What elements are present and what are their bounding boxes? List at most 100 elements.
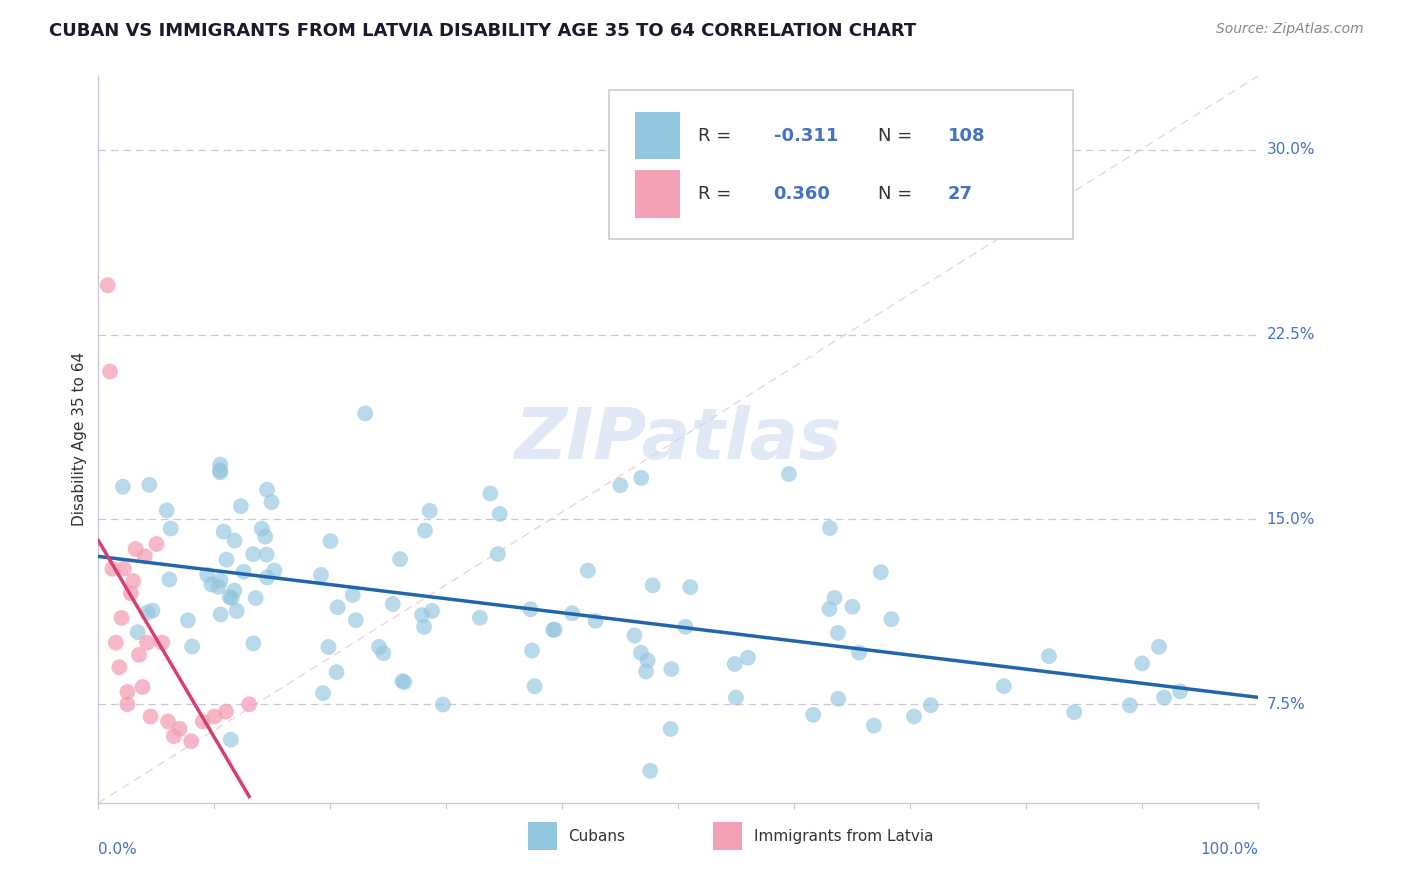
Point xyxy=(117,697,139,711)
Point xyxy=(256,548,278,562)
Point xyxy=(541,623,564,637)
Point xyxy=(432,698,454,712)
Point xyxy=(523,679,546,693)
Point xyxy=(157,714,180,729)
Point xyxy=(801,707,824,722)
Point xyxy=(128,648,150,662)
Point xyxy=(191,714,214,729)
Point xyxy=(468,611,491,625)
Point xyxy=(724,690,747,705)
Point xyxy=(1147,640,1170,654)
Point xyxy=(200,577,222,591)
Point xyxy=(97,278,120,293)
Point xyxy=(312,686,335,700)
Point xyxy=(544,623,567,637)
Point xyxy=(138,477,160,491)
Point xyxy=(141,603,163,617)
Point xyxy=(242,547,264,561)
Point xyxy=(224,583,246,598)
Text: 0.0%: 0.0% xyxy=(98,842,138,856)
Text: ZIPatlas: ZIPatlas xyxy=(515,405,842,474)
Point xyxy=(98,365,121,379)
Point xyxy=(101,562,124,576)
Point xyxy=(319,534,342,549)
Point xyxy=(354,406,377,420)
Point xyxy=(325,665,347,679)
Text: N =: N = xyxy=(877,127,918,145)
Point xyxy=(111,480,134,494)
Point xyxy=(224,533,246,548)
Point xyxy=(219,732,242,747)
Point xyxy=(1119,698,1142,713)
Point xyxy=(848,646,870,660)
Y-axis label: Disability Age 35 to 64: Disability Age 35 to 64 xyxy=(72,352,87,526)
Point xyxy=(342,588,364,602)
Point xyxy=(561,606,583,620)
Point xyxy=(156,503,179,517)
Point xyxy=(638,764,661,778)
Text: R =: R = xyxy=(699,185,737,203)
Text: 30.0%: 30.0% xyxy=(1267,142,1315,157)
FancyBboxPatch shape xyxy=(636,170,679,218)
Point xyxy=(993,679,1015,693)
Point xyxy=(373,646,395,660)
Point xyxy=(169,722,191,736)
Point xyxy=(488,507,510,521)
Point xyxy=(124,541,146,556)
FancyBboxPatch shape xyxy=(527,822,557,850)
Point xyxy=(136,606,159,620)
Point xyxy=(841,599,863,614)
Point xyxy=(181,640,204,654)
Text: 100.0%: 100.0% xyxy=(1201,842,1258,856)
FancyBboxPatch shape xyxy=(713,822,742,850)
Text: 0.360: 0.360 xyxy=(773,185,831,203)
Point xyxy=(520,643,543,657)
Point xyxy=(263,564,285,578)
Text: 27: 27 xyxy=(948,185,973,203)
Point xyxy=(221,591,243,605)
Point xyxy=(413,524,436,538)
Point xyxy=(863,718,886,732)
Point xyxy=(136,635,159,649)
Point xyxy=(139,709,162,723)
Point xyxy=(245,591,267,605)
Point xyxy=(824,591,846,605)
Point xyxy=(1130,657,1153,671)
Point xyxy=(519,602,541,616)
Point xyxy=(177,613,200,627)
Point xyxy=(131,680,153,694)
Point xyxy=(225,604,247,618)
Point xyxy=(326,600,349,615)
Point xyxy=(256,570,278,584)
Point xyxy=(238,697,260,711)
Point xyxy=(212,524,235,539)
Point xyxy=(1038,649,1060,664)
Point xyxy=(134,549,156,564)
Point xyxy=(659,722,682,736)
Point xyxy=(609,478,631,492)
Point xyxy=(391,674,413,689)
Point xyxy=(120,586,142,600)
Point xyxy=(180,734,202,748)
Point xyxy=(737,650,759,665)
Text: Source: ZipAtlas.com: Source: ZipAtlas.com xyxy=(1216,22,1364,37)
Point xyxy=(634,665,657,679)
Point xyxy=(827,691,849,706)
Point xyxy=(818,521,841,535)
Point xyxy=(309,568,332,582)
Point xyxy=(242,636,264,650)
Point xyxy=(254,530,277,544)
Point xyxy=(204,709,226,723)
Point xyxy=(479,486,502,500)
Point xyxy=(117,685,139,699)
FancyBboxPatch shape xyxy=(609,90,1073,239)
Point xyxy=(827,626,849,640)
Point xyxy=(413,620,436,634)
Point xyxy=(486,547,509,561)
Point xyxy=(394,675,416,690)
Text: -0.311: -0.311 xyxy=(773,127,838,145)
Point xyxy=(150,635,173,649)
Text: R =: R = xyxy=(699,127,737,145)
Text: 7.5%: 7.5% xyxy=(1267,697,1305,712)
Point xyxy=(623,628,645,642)
